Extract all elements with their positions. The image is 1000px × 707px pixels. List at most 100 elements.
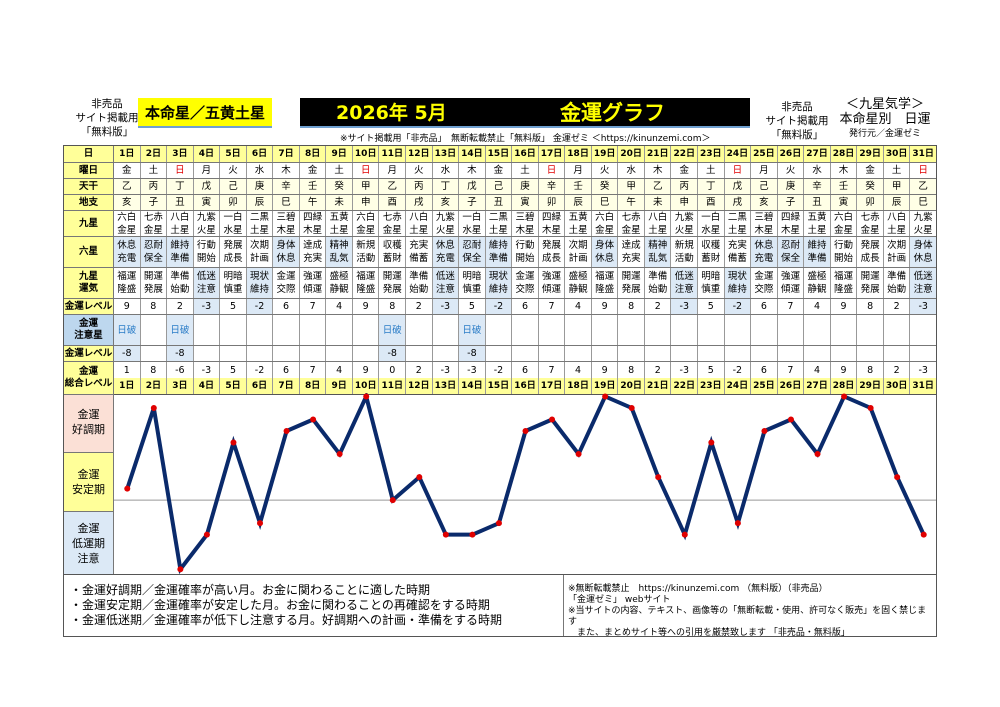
day-cell: 8日: [299, 146, 327, 162]
level-cell: 7: [539, 299, 566, 314]
caution-level-cell: [592, 346, 619, 361]
day-cell: 27日: [804, 146, 831, 162]
caution-star-cell: [857, 315, 884, 345]
day-footer-cell: 24日: [724, 378, 752, 394]
rokusei-cell: 休息 充電: [751, 237, 778, 267]
data-point: [310, 416, 317, 423]
caution-star-cell: [671, 315, 699, 345]
right-title: ＜九星気学＞ 本命星別 日運 発行元／金運ゼミ: [830, 97, 940, 141]
chishi-cell: 巳: [910, 195, 936, 210]
left-note: 非売品 サイト掲載用 「無料版」: [72, 97, 142, 139]
chishi-cell: 辰: [246, 195, 274, 210]
band-stable: 金運 安定期: [64, 452, 114, 513]
weekday-cell: 水: [618, 163, 645, 178]
kyusei-cell: 四緑 木星: [539, 211, 566, 236]
unki-cell: 現状 維持: [246, 268, 274, 298]
day-cell: 4日: [193, 146, 221, 162]
data-point: [894, 474, 901, 481]
rokusei-cell: 身体 休息: [910, 237, 936, 267]
kyusei-cell: 五黄 土星: [565, 211, 592, 236]
data-point: [469, 531, 476, 538]
caution-level-cell: -8: [379, 346, 407, 361]
day-cell: 5日: [220, 146, 247, 162]
day-cell: 1日: [114, 146, 141, 162]
day-footer-cell: 16日: [512, 378, 539, 394]
legend-stable: ・金運安定期／金運確率が安定した月。お金に関わることの再確認をする時期: [70, 598, 490, 612]
weekday-cell: 金: [114, 163, 141, 178]
total-cell: 4: [326, 362, 353, 378]
day-footer-cell: 30日: [883, 378, 911, 394]
tenkan-cell: 壬: [299, 179, 327, 194]
unki-cell: 盛極 静観: [804, 268, 831, 298]
level-cell: 7: [778, 299, 805, 314]
unki-cell: 明暗 慎重: [459, 268, 486, 298]
level-cell: 8: [618, 299, 645, 314]
weekday-cell: 火: [778, 163, 805, 178]
weekday-cell: 金: [300, 163, 327, 178]
data-point: [177, 566, 184, 573]
row-day: 日 1日 2日 3日 4日 5日 6日 7日 8日 9日 10日 11日 12日 13日 14日 15日 16日…: [64, 146, 936, 163]
data-point: [920, 531, 927, 538]
caution-star-cell: [804, 315, 831, 345]
unki-cell: 準備 始動: [884, 268, 911, 298]
tenkan-cell: 甲: [883, 179, 911, 194]
total-cell: 2: [406, 362, 433, 378]
tenkan-cell: 丙: [140, 179, 168, 194]
weekday-cell: 土: [884, 163, 911, 178]
tenkan-cell: 庚: [246, 179, 274, 194]
kyusei-cell: 七赤 金星: [379, 211, 407, 236]
caution-star-cell: 日破: [114, 315, 141, 345]
level-cell: 5: [220, 299, 247, 314]
level-cell: 8: [141, 299, 168, 314]
caution-level-cell: [539, 346, 566, 361]
day-cell: 17日: [538, 146, 566, 162]
tenkan-cell: 壬: [830, 179, 858, 194]
weekday-cell: 土: [326, 163, 353, 178]
kyusei-cell: 八白 土星: [167, 211, 194, 236]
day-footer-cell: 10日: [352, 378, 380, 394]
level-cell: 7: [300, 299, 327, 314]
caution-star-cell: [698, 315, 725, 345]
day-cell: 12日: [406, 146, 433, 162]
chishi-cell: 亥: [114, 195, 141, 210]
tenkan-cell: 庚: [512, 179, 539, 194]
caution-star-cell: [725, 315, 752, 345]
chishi-cell: 申: [352, 195, 380, 210]
day-cell: 23日: [698, 146, 725, 162]
weekday-cell: 火: [592, 163, 619, 178]
kyusei-cell: 九紫 火星: [194, 211, 221, 236]
data-point: [734, 520, 741, 527]
rokusei-cell: 維持 準備: [167, 237, 194, 267]
data-point: [203, 531, 210, 538]
data-point: [655, 474, 662, 481]
chishi-cell: 申: [671, 195, 699, 210]
tenkan-cell: 乙: [114, 179, 141, 194]
data-point: [549, 416, 556, 423]
row-total: 金運 総合レベル 1 8 -6 -3 5 -2 6 7 4 9 0 2 -3 -3 -2 6 7 4 9 8 2 -3 5 -2…: [64, 362, 936, 395]
level-cell: 6: [273, 299, 300, 314]
kyusei-cell: 三碧 木星: [512, 211, 539, 236]
weekday-cell: 土: [698, 163, 725, 178]
caution-star-cell: [645, 315, 672, 345]
tenkan-cell: 辛: [538, 179, 566, 194]
kyusei-cell: 七赤 金星: [857, 211, 884, 236]
weekday-cell: 日: [353, 163, 380, 178]
row-weekday: 曜日金土日月火水木金土日月火水木金土日月火水木金土日月火水木金土日: [64, 163, 936, 179]
unki-cell: 低迷 注意: [193, 268, 221, 298]
row-label-kyusei: 九星: [64, 211, 114, 236]
kyusei-cell: 六白 金星: [114, 211, 141, 236]
rokusei-cell: 達成 充実: [300, 237, 327, 267]
caution-star-cell: [592, 315, 619, 345]
footer: ・金運好調期／金運確率が高い月。お金に関わることに適した時期 ・金運安定期／金運…: [63, 575, 937, 638]
total-cell: 0: [379, 362, 407, 378]
row-label-chishi: 地支: [64, 195, 114, 210]
day-footer-cell: 20日: [618, 378, 645, 394]
rokusei-cell: 休息 充電: [114, 237, 141, 267]
total-cell: 6: [751, 362, 778, 378]
kyusei-cell: 五黄 土星: [326, 211, 353, 236]
tenkan-cell: 乙: [644, 179, 672, 194]
rokusei-cell: 身体 休息: [273, 237, 300, 267]
caution-level-cell: [671, 346, 699, 361]
chishi-cell: 戌: [724, 195, 752, 210]
unki-cell: 福運 隆盛: [114, 268, 141, 298]
